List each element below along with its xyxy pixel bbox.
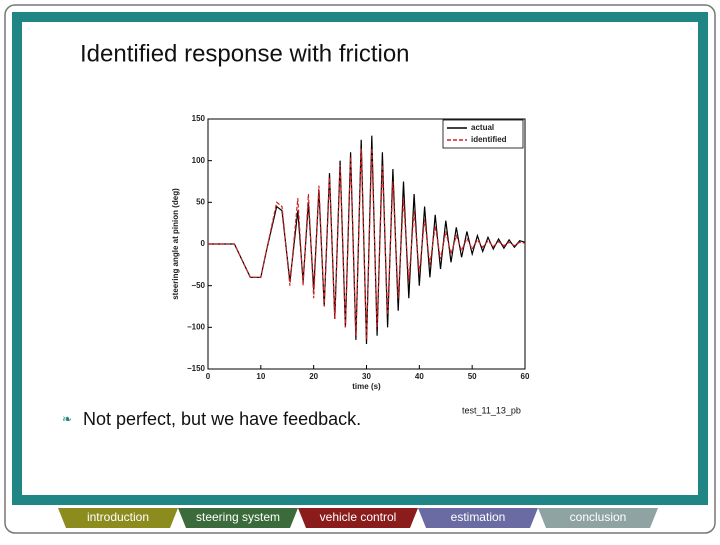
nav-label[interactable]: vehicle control — [320, 510, 397, 524]
bullet-text: Not perfect, but we have feedback. — [83, 409, 361, 429]
x-tick-label: 50 — [468, 372, 477, 381]
series-line — [208, 148, 526, 340]
x-tick-label: 30 — [362, 372, 371, 381]
y-tick-label: −150 — [187, 364, 206, 373]
x-tick-label: 60 — [521, 372, 530, 381]
slide-title: Identified response with friction — [80, 40, 410, 67]
nav-label[interactable]: estimation — [451, 510, 506, 524]
x-tick-label: 0 — [206, 372, 211, 381]
nav-tab[interactable] — [538, 508, 658, 528]
x-tick-label: 10 — [256, 372, 265, 381]
x-tick-label: 40 — [415, 372, 424, 381]
nav-bar: introduction steering system vehicle contr… — [58, 508, 658, 528]
y-tick-label: 100 — [192, 156, 206, 165]
y-axis-label: steering angle at pinion (deg) — [171, 188, 180, 300]
nav-tab[interactable] — [178, 508, 298, 528]
figure-caption: test_11_13_pb — [462, 405, 521, 415]
y-tick-label: 50 — [196, 197, 205, 206]
nav-tab[interactable] — [58, 508, 178, 528]
legend-box — [442, 119, 524, 149]
x-tick-label: 20 — [309, 372, 318, 381]
nav-label[interactable]: conclusion — [570, 510, 627, 524]
nav-label[interactable]: steering system — [196, 510, 280, 524]
chart: −150 −100 −50 0 50 100 150 0 10 20 30 40 50 60 time (s… — [171, 114, 530, 391]
nav-tab[interactable] — [298, 508, 418, 528]
y-tick-label: 0 — [201, 239, 206, 248]
legend-label: identified — [471, 135, 507, 144]
nav-label[interactable]: introduction — [87, 510, 149, 524]
nav-tab[interactable] — [418, 508, 538, 528]
x-axis-label: time (s) — [352, 382, 381, 391]
bullet-icon: ❧ — [62, 412, 72, 426]
y-tick-label: −100 — [187, 322, 206, 331]
y-tick-label: 150 — [192, 114, 206, 123]
y-tick-label: −50 — [191, 281, 205, 290]
legend-label: actual — [471, 123, 494, 132]
